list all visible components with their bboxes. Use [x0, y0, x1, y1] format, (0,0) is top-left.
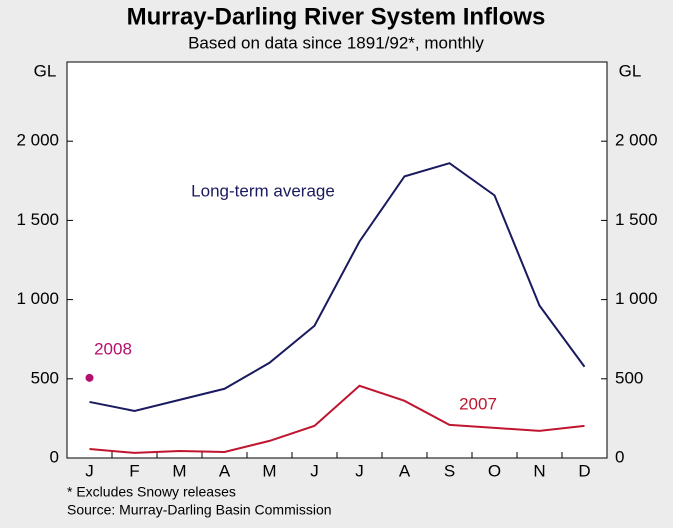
y2-tick-label: 0 — [615, 447, 624, 466]
x-tick-label: D — [578, 461, 590, 480]
x-tick-label: A — [399, 461, 411, 480]
footnote: * Excludes Snowy releases — [67, 484, 236, 500]
y2-tick-label: 2 000 — [615, 131, 658, 150]
y2-tick-label: 1 000 — [615, 289, 658, 308]
data-point — [85, 373, 94, 382]
chart-title: Murray-Darling River System Inflows — [127, 3, 546, 30]
series-label: 2008 — [94, 339, 132, 358]
x-tick-label: J — [355, 461, 364, 480]
series-label: Long-term average — [191, 181, 335, 200]
y-axis-label: GL — [34, 61, 57, 80]
y-tick-label: 2 000 — [16, 131, 59, 150]
x-tick-label: M — [262, 461, 276, 480]
source-note: Source: Murray-Darling Basin Commission — [67, 502, 332, 518]
y-tick-label: 0 — [50, 447, 59, 466]
y2-tick-label: 500 — [615, 368, 643, 387]
x-tick-label: J — [310, 461, 319, 480]
y2-axis-label: GL — [619, 61, 642, 80]
y-tick-label: 1 000 — [16, 289, 59, 308]
x-tick-label: F — [129, 461, 139, 480]
y-tick-label: 1 500 — [16, 210, 59, 229]
plot-area — [66, 61, 608, 459]
chart-subtitle: Based on data since 1891/92*, monthly — [188, 33, 484, 52]
series-line — [89, 384, 585, 454]
x-tick-label: S — [444, 461, 455, 480]
x-tick-label: N — [533, 461, 545, 480]
series-label: 2007 — [459, 394, 497, 413]
x-tick-label: M — [172, 461, 186, 480]
y-tick-label: 500 — [31, 368, 59, 387]
x-tick-label: J — [85, 461, 94, 480]
x-tick-label: A — [219, 461, 231, 480]
x-tick-label: O — [488, 461, 501, 480]
y2-tick-label: 1 500 — [615, 210, 658, 229]
series-line — [89, 162, 586, 412]
